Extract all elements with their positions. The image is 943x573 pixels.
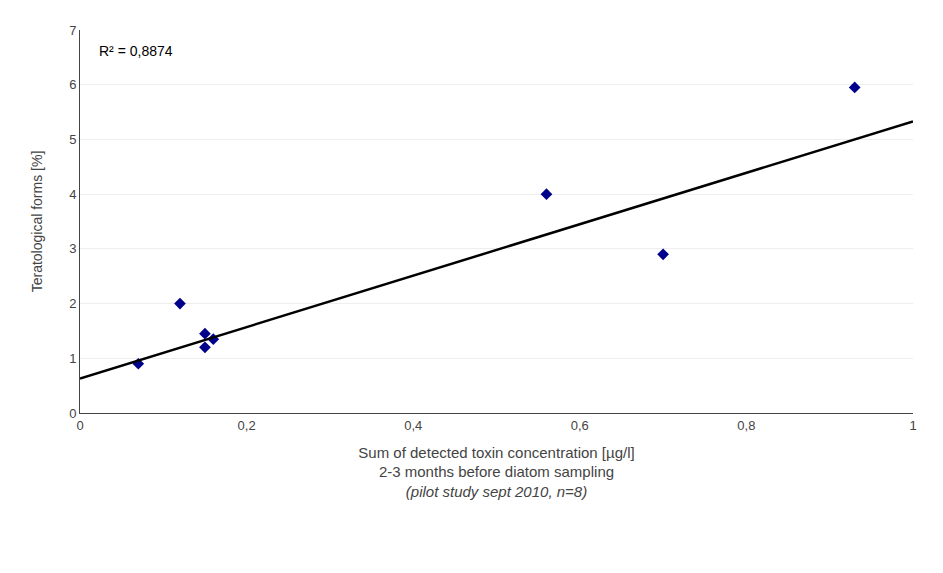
svg-text:0: 0: [69, 406, 76, 421]
svg-text:6: 6: [69, 77, 76, 92]
svg-text:0,6: 0,6: [571, 418, 589, 433]
svg-text:0: 0: [76, 418, 83, 433]
svg-text:R² = 0,8874: R² = 0,8874: [99, 43, 173, 59]
svg-text:Teratological forms [%]: Teratological forms [%]: [29, 151, 45, 293]
svg-text:7: 7: [69, 23, 76, 38]
svg-text:5: 5: [69, 132, 76, 147]
svg-text:4: 4: [69, 187, 76, 202]
svg-text:0,2: 0,2: [238, 418, 256, 433]
svg-text:2: 2: [69, 296, 76, 311]
svg-text:0,8: 0,8: [737, 418, 755, 433]
svg-text:3: 3: [69, 241, 76, 256]
svg-text:1: 1: [909, 418, 916, 433]
svg-text:0,4: 0,4: [404, 418, 422, 433]
svg-text:Sum of detected toxin concentr: Sum of detected toxin concentration [µg/…: [358, 444, 634, 500]
svg-text:1: 1: [69, 351, 76, 366]
